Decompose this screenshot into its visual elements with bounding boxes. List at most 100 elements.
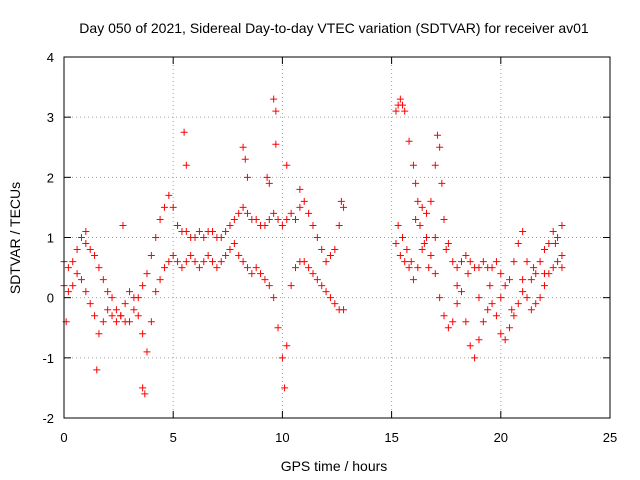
data-point — [305, 264, 313, 272]
series-av01-spikes — [62, 95, 345, 398]
data-point — [433, 131, 441, 139]
data-point — [156, 276, 164, 284]
data-point — [436, 143, 444, 151]
data-point — [442, 246, 450, 254]
data-point — [396, 95, 404, 103]
data-point — [519, 227, 527, 235]
data-point — [506, 276, 514, 284]
data-point — [226, 221, 234, 229]
data-point — [420, 240, 428, 248]
data-point — [143, 270, 151, 278]
data-point — [222, 252, 230, 260]
data-point — [139, 282, 147, 290]
data-point — [427, 197, 435, 205]
data-point — [248, 270, 256, 278]
data-point — [104, 288, 112, 296]
data-point — [414, 264, 422, 272]
data-point — [527, 306, 535, 314]
data-point — [134, 312, 142, 320]
data-point — [399, 234, 407, 241]
data-point — [540, 246, 548, 254]
data-point — [392, 107, 400, 115]
data-point — [471, 354, 479, 362]
data-point — [536, 294, 544, 302]
data-point — [274, 215, 282, 223]
x-tick-label: 5 — [170, 430, 177, 445]
data-point — [540, 270, 548, 278]
data-point — [64, 264, 72, 272]
data-point — [392, 240, 400, 248]
data-point — [174, 258, 182, 266]
data-point — [239, 258, 247, 266]
series-av01-track-d — [392, 234, 566, 362]
data-point — [309, 270, 317, 278]
data-point — [326, 294, 334, 302]
data-point — [82, 240, 90, 248]
series-av01-track-b — [60, 240, 348, 392]
data-point — [160, 203, 168, 211]
data-point — [558, 264, 566, 272]
data-point — [405, 137, 413, 145]
data-point — [453, 300, 461, 308]
y-tick-label: 3 — [47, 110, 54, 125]
data-point — [191, 258, 199, 266]
data-point — [436, 294, 444, 302]
data-point — [130, 294, 138, 302]
data-point — [235, 209, 243, 217]
data-point — [427, 252, 435, 260]
series-av01-track-e — [394, 215, 566, 314]
data-point — [213, 264, 221, 272]
data-point — [174, 221, 182, 229]
data-point — [270, 95, 278, 103]
y-tick-label: 0 — [47, 291, 54, 306]
data-point — [195, 264, 203, 272]
x-tick-label: 10 — [275, 430, 289, 445]
data-point — [399, 101, 407, 109]
data-point — [425, 264, 433, 272]
data-points — [60, 95, 566, 398]
data-point — [401, 258, 409, 266]
data-point — [108, 294, 116, 302]
data-point — [453, 282, 461, 290]
data-point — [488, 264, 496, 272]
data-point — [112, 318, 120, 326]
data-point — [182, 227, 190, 235]
data-point — [178, 264, 186, 272]
data-point — [440, 312, 448, 320]
data-point — [405, 264, 413, 272]
data-point — [292, 264, 300, 272]
data-point — [222, 227, 230, 235]
data-point — [462, 252, 470, 260]
data-point — [152, 288, 160, 296]
data-point — [318, 246, 326, 254]
data-point — [130, 306, 138, 314]
data-point — [82, 227, 90, 235]
data-point — [300, 197, 308, 205]
data-point — [486, 282, 494, 290]
x-tick-label: 25 — [603, 430, 617, 445]
data-point — [449, 258, 457, 266]
data-point — [152, 234, 160, 241]
x-tick-label: 20 — [494, 430, 508, 445]
data-point — [126, 288, 134, 296]
data-point — [412, 215, 420, 223]
data-point — [283, 342, 291, 350]
data-point — [91, 252, 99, 260]
data-point — [488, 300, 496, 308]
data-point — [501, 336, 509, 344]
data-point — [263, 173, 271, 181]
data-point — [335, 221, 343, 229]
data-point — [527, 276, 535, 284]
data-point — [401, 107, 409, 115]
data-point — [423, 209, 431, 217]
data-point — [510, 258, 518, 266]
data-point — [497, 270, 505, 278]
data-point — [64, 288, 72, 296]
data-point — [180, 128, 188, 136]
data-point — [540, 282, 548, 290]
data-point — [86, 246, 94, 254]
data-point — [283, 215, 291, 223]
data-point — [514, 240, 522, 248]
